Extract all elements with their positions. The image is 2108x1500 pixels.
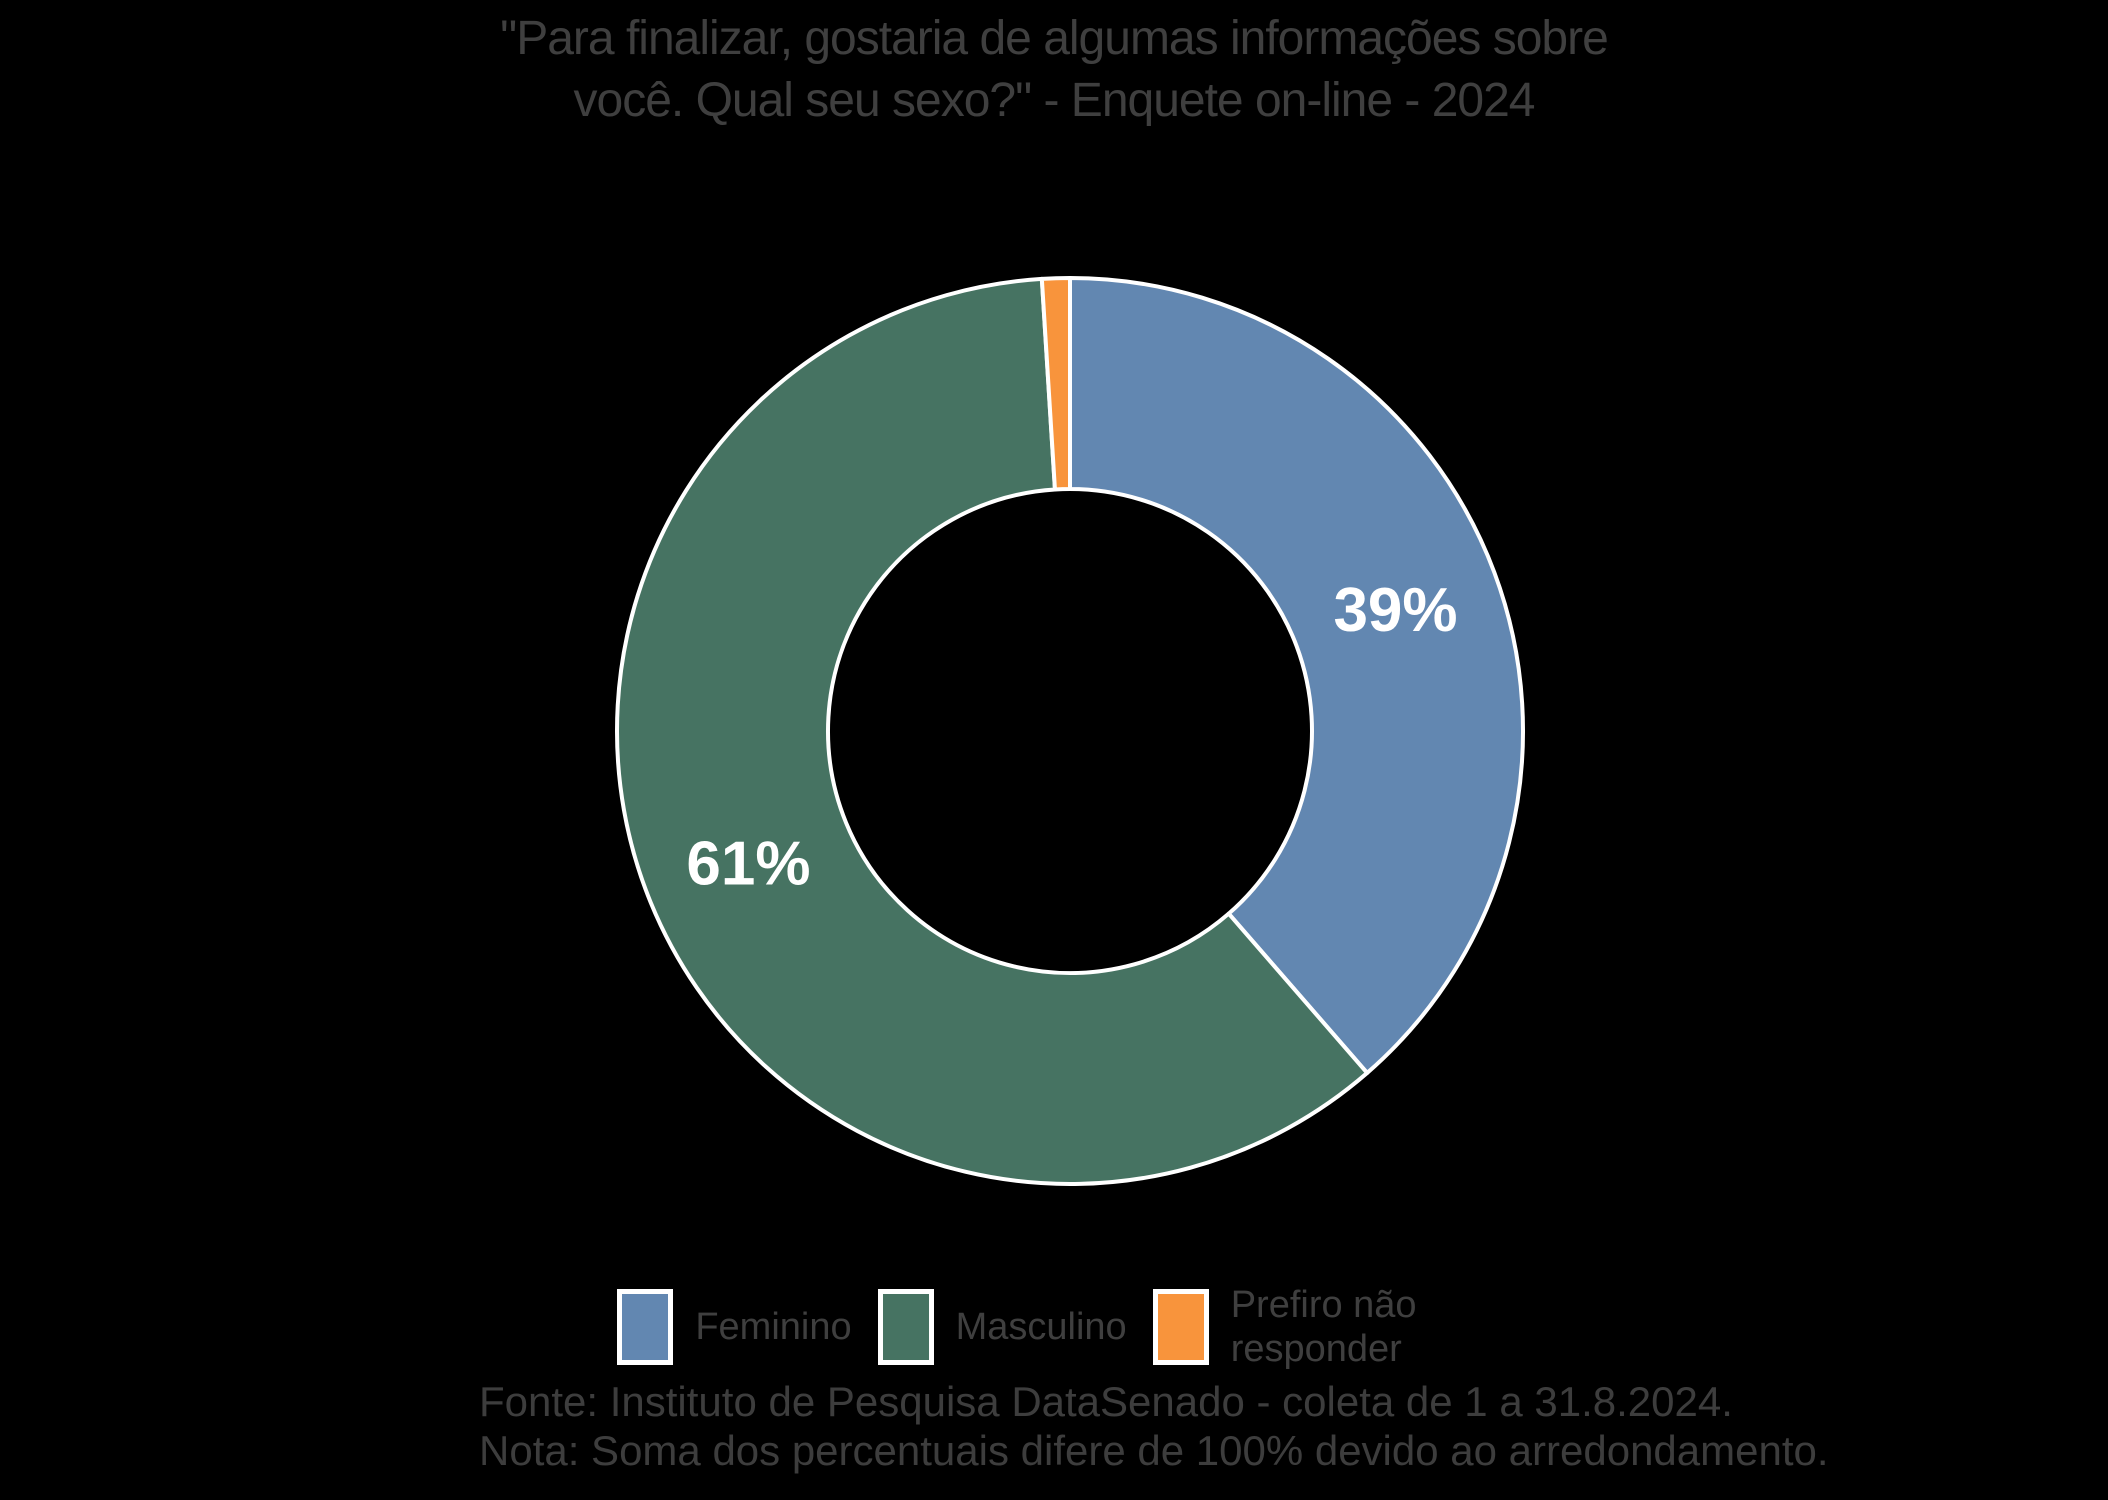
legend-swatch-masculino: [877, 1289, 934, 1365]
legend-item-feminino: Feminino: [617, 1289, 852, 1365]
legend-label: Masculino: [955, 1306, 1127, 1348]
source-note: Fonte: Instituto de Pesquisa DataSenado …: [479, 1378, 1733, 1425]
legend-label: Feminino: [695, 1306, 852, 1348]
donut-slice-masculino: [615, 276, 1370, 1186]
legend: Feminino Masculino Prefiro não responder: [0, 1283, 2108, 1371]
legend-label: Prefiro não responder: [1230, 1284, 1417, 1370]
footer: Fonte: Instituto de Pesquisa DataSenado …: [479, 1377, 1829, 1475]
data-label-feminino: 39%: [1333, 576, 1457, 645]
rounding-note: Nota: Soma dos percentuais difere de 100…: [479, 1427, 1829, 1474]
donut-slice-prefiro-nao-responder: [1039, 276, 1072, 492]
donut-slice-feminino: [1068, 276, 1525, 1075]
legend-item-masculino: Masculino: [877, 1289, 1127, 1365]
chart-title: "Para finalizar, gostaria de algumas inf…: [500, 12, 1609, 127]
legend-item-prefiro-nao-responder: Prefiro não responder: [1152, 1283, 1491, 1371]
data-label-masculino: 61%: [686, 829, 810, 898]
donut-chart: 39% 61%: [615, 276, 1525, 1186]
legend-swatch-prefiro-nao-responder: [1152, 1289, 1209, 1365]
legend-swatch-feminino: [617, 1289, 674, 1365]
